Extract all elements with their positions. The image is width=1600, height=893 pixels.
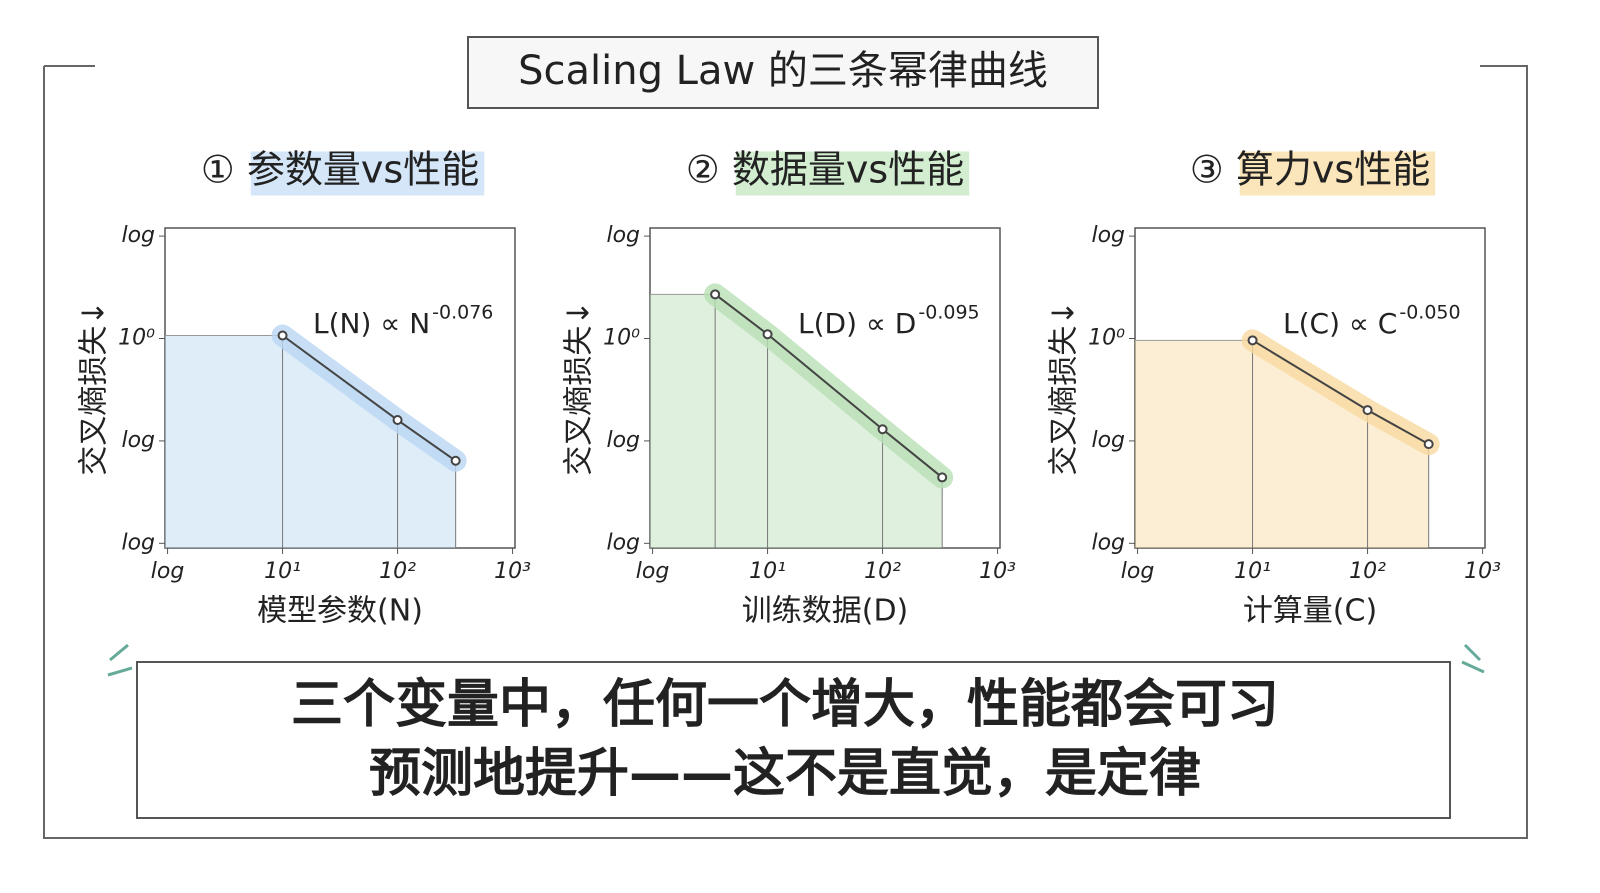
x-tick-label: log bbox=[151, 559, 185, 584]
formula-exponent: -0.076 bbox=[432, 302, 493, 324]
y-tick-label: log bbox=[606, 530, 640, 555]
chart-title: ① 参数量vs性能 bbox=[201, 148, 479, 192]
x-axis-label: 训练数据(D) bbox=[742, 594, 909, 629]
formula: L(C) ∝ C bbox=[1283, 307, 1397, 340]
plot-frame bbox=[649, 227, 1001, 549]
formula: L(N) ∝ N bbox=[313, 307, 430, 340]
y-tick-label: log bbox=[606, 428, 640, 453]
y-axis-label: 交叉熵损失↓ bbox=[77, 300, 112, 475]
chart-title: ③ 算力vs性能 bbox=[1190, 148, 1430, 192]
title-highlight bbox=[250, 151, 485, 196]
data-point bbox=[392, 415, 403, 426]
data-point bbox=[1247, 335, 1258, 346]
y-axis-label: 交叉熵损失↓ bbox=[1047, 300, 1082, 475]
x-tick-label: 10³ bbox=[494, 559, 531, 584]
y-tick-label: log bbox=[121, 223, 155, 248]
y-axis-label: 交叉熵损失↓ bbox=[562, 300, 597, 475]
x-tick-label: log bbox=[636, 559, 670, 584]
x-tick-label: 10³ bbox=[1464, 559, 1501, 584]
area bbox=[1135, 340, 1429, 548]
y-tick-label: 10⁰ bbox=[603, 326, 640, 351]
x-tick-label: log bbox=[1121, 559, 1155, 584]
x-axis-label: 模型参数(N) bbox=[257, 594, 423, 629]
caption-line: 预测地提升——这不是直觉，是定律 bbox=[369, 744, 1201, 804]
y-tick-label: log bbox=[1091, 428, 1125, 453]
x-tick-label: 10¹ bbox=[264, 559, 301, 584]
data-point bbox=[1423, 439, 1434, 450]
x-tick-label: 10² bbox=[864, 559, 901, 584]
data-point bbox=[710, 289, 721, 300]
y-tick-label: log bbox=[1091, 223, 1125, 248]
outer-frame bbox=[43, 65, 1528, 839]
title-box bbox=[467, 36, 1099, 109]
title-highlight bbox=[735, 151, 970, 196]
caption-box bbox=[136, 661, 1451, 819]
data-point bbox=[937, 472, 948, 483]
data-point bbox=[762, 329, 773, 340]
formula: L(D) ∝ D bbox=[798, 307, 916, 340]
chart-title: ② 数据量vs性能 bbox=[686, 148, 964, 192]
y-tick-label: 10⁰ bbox=[118, 326, 155, 351]
decoration bbox=[107, 643, 1485, 677]
series-line bbox=[714, 293, 943, 479]
data-point bbox=[877, 424, 888, 435]
data-point bbox=[450, 455, 461, 466]
area bbox=[650, 294, 943, 548]
x-tick-label: 10² bbox=[379, 559, 416, 584]
x-tick-label: 10¹ bbox=[749, 559, 786, 584]
y-tick-label: log bbox=[1091, 530, 1125, 555]
x-tick-label: 10³ bbox=[979, 559, 1016, 584]
data-point bbox=[277, 330, 288, 341]
y-tick-label: log bbox=[121, 530, 155, 555]
y-tick-label: 10⁰ bbox=[1088, 326, 1125, 351]
title-highlight bbox=[1239, 151, 1436, 196]
x-axis-label: 计算量(C) bbox=[1243, 594, 1377, 629]
y-tick-label: log bbox=[121, 428, 155, 453]
data-point bbox=[1362, 405, 1373, 416]
area bbox=[165, 335, 456, 548]
x-tick-label: 10² bbox=[1349, 559, 1386, 584]
caption-line: 三个变量中，任何一个增大，性能都会可习 bbox=[291, 675, 1279, 735]
plot-frame bbox=[164, 227, 516, 549]
plot-frame bbox=[1134, 227, 1486, 549]
formula-exponent: -0.050 bbox=[1399, 302, 1460, 324]
formula-exponent: -0.095 bbox=[918, 302, 979, 324]
x-tick-label: 10¹ bbox=[1234, 559, 1271, 584]
y-tick-label: log bbox=[606, 223, 640, 248]
page-title: Scaling Law 的三条幂律曲线 bbox=[518, 48, 1048, 94]
